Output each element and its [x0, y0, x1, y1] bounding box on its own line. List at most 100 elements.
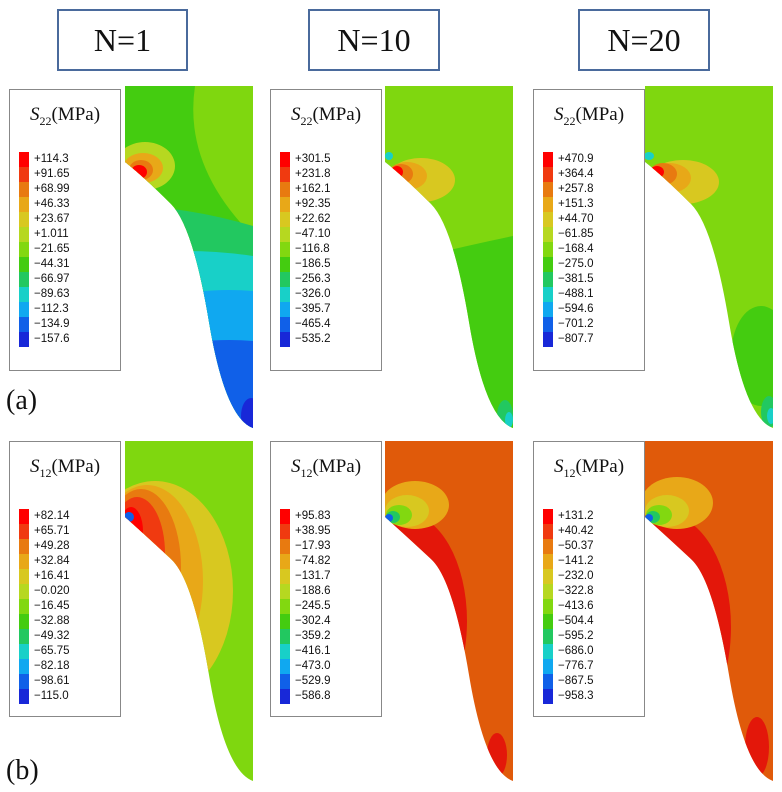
legend-tick-label: +231.8 — [295, 168, 331, 180]
legend-swatch — [19, 659, 29, 674]
legend-tick-label: −232.0 — [558, 570, 594, 582]
legend-tick-label: +16.41 — [34, 570, 70, 582]
legend-swatch — [19, 554, 29, 569]
legend-swatch — [19, 509, 29, 524]
legend-swatch — [543, 689, 553, 704]
legend-title: S12(MPa) — [290, 456, 362, 480]
contour-plot-a2 — [385, 86, 513, 428]
legend-tick-label: −413.6 — [558, 600, 594, 612]
legend-tick-label: −115.0 — [34, 690, 69, 702]
column-header-label: N=20 — [607, 21, 681, 58]
legend-tick-label: +44.70 — [558, 213, 594, 225]
legend-swatch — [280, 317, 290, 332]
legend-swatch — [19, 614, 29, 629]
legend-a2: S22(MPa) +301.5 +231.8 +162.1 +92.35 +22… — [270, 89, 382, 371]
legend-swatch — [19, 182, 29, 197]
column-header-n20: N=20 — [578, 9, 710, 71]
legend-swatch — [543, 614, 553, 629]
legend-swatch — [543, 539, 553, 554]
legend-tick-label: −359.2 — [295, 630, 331, 642]
contour-plot-b1 — [125, 441, 253, 781]
legend-swatch — [19, 287, 29, 302]
legend-tick-label: +364.4 — [558, 168, 594, 180]
legend-swatch — [19, 152, 29, 167]
legend-tick-label: +68.99 — [34, 183, 70, 195]
legend-swatch — [543, 584, 553, 599]
legend-tick-label: −66.97 — [34, 273, 70, 285]
legend-a3: S22(MPa) +470.9 +364.4 +257.8 +151.3 +44… — [533, 89, 645, 371]
legend-swatch — [19, 302, 29, 317]
legend-swatch — [19, 539, 29, 554]
legend-tick-label: −188.6 — [295, 585, 331, 597]
legend-swatch — [543, 152, 553, 167]
legend-swatch — [543, 629, 553, 644]
legend-title: S22(MPa) — [553, 104, 625, 128]
legend-title: S22(MPa) — [290, 104, 362, 128]
legend-tick-label: −275.0 — [558, 258, 594, 270]
legend-swatch — [280, 332, 290, 347]
legend-tick-label: −186.5 — [295, 258, 331, 270]
legend-tick-label: −256.3 — [295, 273, 331, 285]
legend-tick-label: −44.31 — [34, 258, 70, 270]
legend-tick-label: −157.6 — [34, 333, 70, 345]
legend-swatch — [543, 227, 553, 242]
legend-swatch — [19, 689, 29, 704]
legend-b3: S12(MPa) +131.2 +40.42 −50.37 −141.2 −23… — [533, 441, 645, 717]
legend-swatch — [19, 524, 29, 539]
legend-tick-label: +95.83 — [295, 510, 331, 522]
legend-swatch — [543, 674, 553, 689]
legend-title: S22(MPa) — [29, 104, 101, 128]
legend-tick-label: −0.020 — [34, 585, 70, 597]
legend-swatch — [280, 689, 290, 704]
legend-tick-label: −595.2 — [558, 630, 594, 642]
legend-tick-label: +301.5 — [295, 153, 331, 165]
legend-tick-label: −134.9 — [34, 318, 70, 330]
legend-tick-label: −958.3 — [558, 690, 594, 702]
contour-plot-a3 — [645, 86, 773, 428]
legend-tick-label: +22.62 — [295, 213, 331, 225]
legend-swatch — [543, 197, 553, 212]
legend-swatch — [280, 524, 290, 539]
legend-swatch — [280, 554, 290, 569]
legend-tick-label: −326.0 — [295, 288, 331, 300]
legend-tick-label: −807.7 — [558, 333, 594, 345]
legend-swatch — [280, 674, 290, 689]
legend-tick-label: +131.2 — [558, 510, 594, 522]
legend-swatch — [19, 212, 29, 227]
legend-swatch — [280, 614, 290, 629]
legend-tick-label: +49.28 — [34, 540, 70, 552]
legend-swatch — [19, 257, 29, 272]
legend-swatch — [543, 212, 553, 227]
legend-swatch — [280, 152, 290, 167]
legend-swatch — [280, 227, 290, 242]
legend-swatch — [543, 272, 553, 287]
column-header-n1: N=1 — [57, 9, 188, 71]
legend-swatch — [280, 197, 290, 212]
legend-tick-label: −89.63 — [34, 288, 70, 300]
legend-tick-label: −416.1 — [295, 645, 331, 657]
legend-tick-label: −381.5 — [558, 273, 594, 285]
legend-tick-label: +151.3 — [558, 198, 594, 210]
legend-tick-label: −32.88 — [34, 615, 70, 627]
legend-swatch — [280, 302, 290, 317]
legend-tick-label: −504.4 — [558, 615, 594, 627]
legend-tick-label: −49.32 — [34, 630, 70, 642]
legend-swatch — [19, 272, 29, 287]
legend-swatch — [19, 332, 29, 347]
legend-swatch — [19, 317, 29, 332]
legend-tick-label: +40.42 — [558, 525, 594, 537]
legend-tick-label: −867.5 — [558, 675, 594, 687]
legend-tick-label: −701.2 — [558, 318, 594, 330]
legend-swatch — [280, 569, 290, 584]
contour-plot-a1 — [125, 86, 253, 428]
legend-tick-label: +92.35 — [295, 198, 331, 210]
legend-tick-label: −17.93 — [295, 540, 331, 552]
legend-tick-label: +257.8 — [558, 183, 594, 195]
row-label-a: (a) — [6, 385, 38, 416]
legend-swatch — [19, 644, 29, 659]
column-header-n10: N=10 — [308, 9, 440, 71]
legend-tick-label: +46.33 — [34, 198, 70, 210]
legend-tick-label: −586.8 — [295, 690, 331, 702]
legend-tick-label: +65.71 — [34, 525, 70, 537]
legend-tick-label: −594.6 — [558, 303, 594, 315]
